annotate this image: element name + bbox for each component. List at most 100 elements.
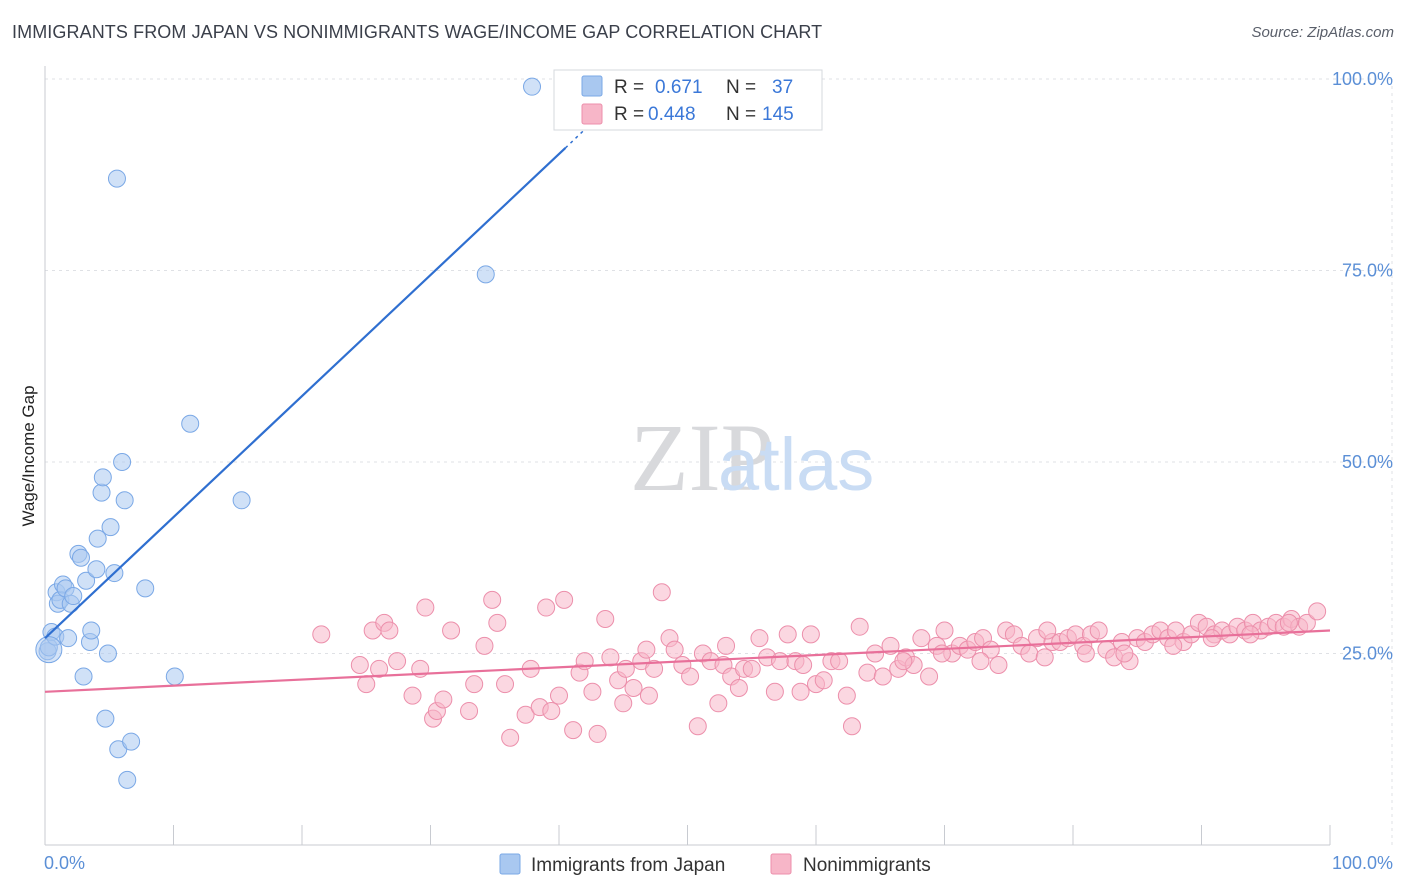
point-nonimmigrants <box>873 667 892 686</box>
point-japan <box>113 453 132 471</box>
x-tick-label: 0.0% <box>44 853 85 873</box>
stats-r-value-nonimmigrants: 0.448 <box>648 104 696 125</box>
point-nonimmigrants <box>312 625 331 644</box>
point-japan <box>87 560 106 579</box>
point-japan <box>165 667 184 686</box>
legend-swatch-japan <box>499 853 521 875</box>
point-nonimmigrants <box>501 728 520 747</box>
series-legend: Immigrants from Japan Nonimmigrants <box>499 853 931 876</box>
point-japan <box>59 629 78 648</box>
point-nonimmigrants <box>1202 629 1221 648</box>
point-japan <box>64 587 83 606</box>
point-nonimmigrants <box>830 652 849 671</box>
point-nonimmigrants <box>416 598 435 617</box>
point-nonimmigrants <box>850 617 869 636</box>
legend-swatch-nonimmigrants <box>770 853 792 875</box>
point-nonimmigrants <box>742 659 761 678</box>
y-tick-label: 75.0% <box>1342 261 1393 281</box>
point-nonimmigrants <box>357 675 376 694</box>
point-japan <box>71 548 90 567</box>
point-nonimmigrants <box>588 724 607 743</box>
y-tick-label: 25.0% <box>1342 644 1393 664</box>
point-nonimmigrants <box>842 717 861 736</box>
point-nonimmigrants <box>496 675 515 694</box>
point-japan <box>77 571 96 590</box>
point-nonimmigrants <box>537 598 556 617</box>
point-japan <box>93 468 112 487</box>
point-nonimmigrants <box>778 625 797 644</box>
point-nonimmigrants <box>370 659 389 678</box>
point-japan <box>92 483 111 502</box>
point-japan <box>523 77 542 96</box>
point-nonimmigrants <box>475 636 494 655</box>
point-japan <box>476 265 495 284</box>
point-nonimmigrants <box>1038 621 1057 640</box>
point-japan <box>96 709 115 728</box>
point-nonimmigrants <box>681 667 700 686</box>
y-axis-title: Wage/Income Gap <box>19 385 38 526</box>
point-japan <box>98 644 117 663</box>
point-nonimmigrants <box>1076 644 1095 663</box>
point-nonimmigrants <box>1089 621 1108 640</box>
point-nonimmigrants <box>709 694 728 713</box>
point-nonimmigrants <box>596 610 615 629</box>
point-nonimmigrants <box>750 629 769 648</box>
point-nonimmigrants <box>837 686 856 705</box>
point-nonimmigrants <box>639 686 658 705</box>
stats-legend: R = 0.671 N = 37 R = 0.448 N = 145 <box>553 69 823 131</box>
watermark-atlas: atlas <box>718 423 874 506</box>
point-nonimmigrants <box>791 682 810 701</box>
point-nonimmigrants <box>912 629 931 648</box>
point-nonimmigrants <box>971 652 990 671</box>
point-nonimmigrants <box>1035 648 1054 667</box>
y-tick-label: 100.0% <box>1332 69 1393 89</box>
point-nonimmigrants <box>729 678 748 697</box>
point-japan <box>136 579 155 598</box>
point-japan <box>181 414 200 433</box>
chart-title: IMMIGRANTS FROM JAPAN VS NONIMMIGRANTS W… <box>12 22 823 42</box>
point-japan <box>232 491 251 510</box>
y-tick-label: 50.0% <box>1342 452 1393 472</box>
point-japan <box>118 770 137 789</box>
point-japan <box>74 667 93 686</box>
point-japan <box>115 491 134 510</box>
point-nonimmigrants <box>614 694 633 713</box>
watermark-zip: ZIP <box>630 404 774 511</box>
point-nonimmigrants <box>460 701 479 720</box>
stats-n-value-japan: 37 <box>772 77 793 98</box>
point-nonimmigrants <box>637 640 656 659</box>
legend-label-japan: Immigrants from Japan <box>531 855 725 876</box>
point-nonimmigrants <box>652 583 671 602</box>
x-tick-labels: 0.0% 100.0% <box>44 853 1393 873</box>
point-nonimmigrants <box>583 682 602 701</box>
point-nonimmigrants <box>350 655 369 674</box>
point-japan-cluster <box>35 636 63 664</box>
stats-n-label-nonimmigrants: N = <box>726 104 756 125</box>
point-nonimmigrants <box>1020 644 1039 663</box>
point-japan <box>88 529 107 548</box>
point-nonimmigrants <box>932 644 951 663</box>
point-japan <box>107 169 126 188</box>
point-nonimmigrants <box>858 663 877 682</box>
y-tick-labels: 25.0% 50.0% 75.0% 100.0% <box>1332 69 1393 664</box>
point-nonimmigrants <box>1164 636 1183 655</box>
point-nonimmigrants <box>717 636 736 655</box>
point-nonimmigrants <box>1308 602 1327 621</box>
stats-n-value-nonimmigrants: 145 <box>762 104 794 125</box>
source-credit: Source: ZipAtlas.com <box>1251 24 1394 41</box>
point-nonimmigrants <box>1115 644 1134 663</box>
point-nonimmigrants <box>665 640 684 659</box>
point-nonimmigrants <box>801 625 820 644</box>
data-points <box>35 77 1327 789</box>
stats-r-value-japan: 0.671 <box>655 77 703 98</box>
stats-swatch-nonimmigrants <box>581 103 603 125</box>
gridlines <box>45 78 1393 845</box>
point-nonimmigrants <box>771 652 790 671</box>
point-nonimmigrants <box>380 621 399 640</box>
point-nonimmigrants <box>488 613 507 632</box>
stats-r-label-japan: R = <box>614 77 644 98</box>
stats-n-label-japan: N = <box>726 77 756 98</box>
point-nonimmigrants <box>601 648 620 667</box>
point-nonimmigrants <box>442 621 461 640</box>
